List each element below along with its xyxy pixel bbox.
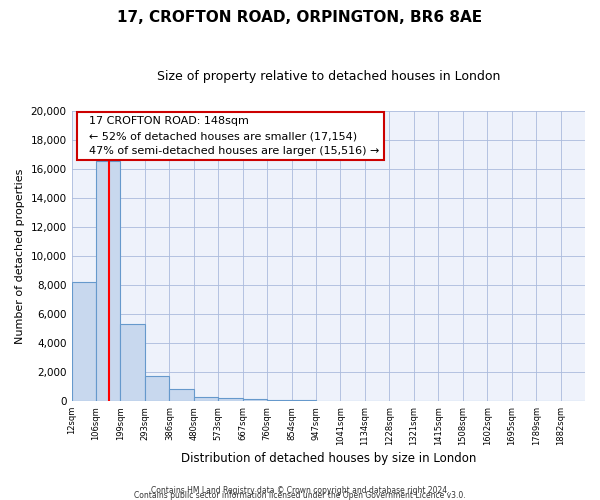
- Bar: [267, 400, 292, 401]
- Bar: [242, 399, 267, 401]
- Bar: [218, 398, 242, 401]
- X-axis label: Distribution of detached houses by size in London: Distribution of detached houses by size …: [181, 452, 476, 465]
- Bar: [96, 162, 121, 401]
- Text: 17 CROFTON ROAD: 148sqm
  ← 52% of detached houses are smaller (17,154)
  47% of: 17 CROFTON ROAD: 148sqm ← 52% of detache…: [82, 116, 379, 156]
- Bar: [121, 324, 145, 401]
- Bar: [145, 376, 169, 401]
- Title: Size of property relative to detached houses in London: Size of property relative to detached ho…: [157, 70, 500, 83]
- Y-axis label: Number of detached properties: Number of detached properties: [15, 168, 25, 344]
- Text: Contains public sector information licensed under the Open Government Licence v3: Contains public sector information licen…: [134, 491, 466, 500]
- Bar: [169, 390, 194, 401]
- Bar: [292, 400, 316, 401]
- Bar: [194, 396, 218, 401]
- Text: 17, CROFTON ROAD, ORPINGTON, BR6 8AE: 17, CROFTON ROAD, ORPINGTON, BR6 8AE: [118, 10, 482, 25]
- Text: Contains HM Land Registry data © Crown copyright and database right 2024.: Contains HM Land Registry data © Crown c…: [151, 486, 449, 495]
- Bar: [71, 282, 96, 401]
